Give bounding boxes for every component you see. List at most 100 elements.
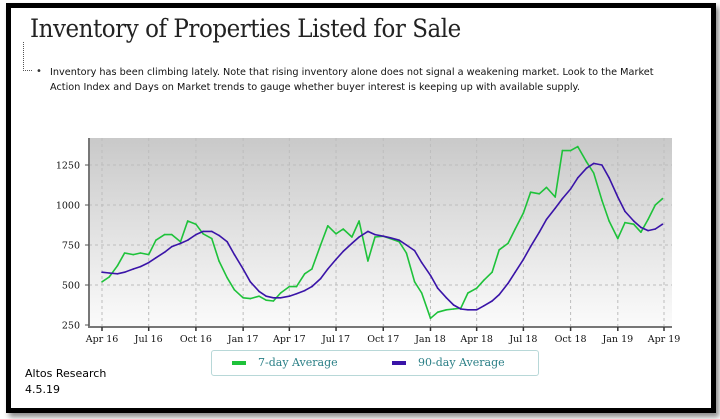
data-point [475, 287, 478, 290]
data-point [258, 295, 260, 298]
data-point [569, 188, 572, 190]
data-point [123, 252, 126, 254]
y-tick-label: 1000 [56, 201, 80, 212]
data-point [358, 236, 360, 238]
data-point [367, 260, 369, 262]
data-point [632, 223, 635, 225]
description-text: Inventory has been climbing lately. Note… [50, 67, 654, 93]
legend-item-90-day[interactable]: 90-day Average [392, 356, 505, 369]
source-name: Altos Research [25, 367, 107, 380]
data-point [163, 233, 166, 236]
data-point [265, 299, 268, 302]
data-point [351, 236, 353, 238]
data-point [211, 230, 213, 233]
data-point [147, 261, 150, 264]
data-point [327, 268, 329, 270]
data-point [661, 197, 664, 200]
bullet-icon: • [36, 66, 42, 77]
data-point [538, 231, 541, 233]
data-point [139, 265, 142, 268]
legend-label: 7-day Average [258, 356, 338, 369]
data-point [233, 289, 236, 291]
x-tick-label: Apr 16 [85, 334, 119, 345]
data-point [522, 258, 525, 261]
data-point [116, 265, 119, 267]
data-point [351, 242, 353, 245]
data-point [617, 237, 619, 240]
data-point [249, 297, 252, 300]
x-tick-label: Jul 18 [508, 334, 537, 345]
x-tick-label: Jan 17 [227, 334, 259, 345]
data-point [319, 277, 322, 280]
data-point [288, 285, 291, 288]
data-point [101, 281, 103, 283]
data-point [491, 300, 493, 302]
x-tick-label: Jan 19 [601, 334, 633, 345]
data-point [211, 237, 213, 240]
data-point [171, 233, 173, 236]
data-point [101, 271, 103, 274]
source-date: 4.5.19 [25, 383, 60, 396]
data-point [429, 317, 432, 320]
data-point [116, 273, 119, 275]
data-point [561, 197, 564, 200]
data-point [569, 149, 572, 152]
data-point [139, 252, 142, 254]
data-point [452, 304, 455, 306]
data-point [585, 167, 588, 169]
data-point [382, 235, 385, 237]
data-point [132, 253, 135, 256]
data-point [258, 290, 260, 293]
data-point [398, 239, 400, 241]
data-point [265, 295, 268, 298]
data-point [608, 177, 610, 179]
data-point [272, 297, 275, 299]
data-point [186, 220, 189, 222]
data-point [654, 204, 657, 206]
data-point [147, 253, 150, 256]
data-point [295, 293, 298, 295]
data-point [413, 281, 416, 283]
legend-swatch-purple [392, 361, 406, 365]
data-point [319, 244, 322, 246]
data-point [436, 311, 439, 314]
data-point [226, 241, 229, 243]
data-point [218, 260, 220, 262]
data-point [389, 237, 392, 239]
data-point [342, 250, 345, 253]
data-point [452, 308, 455, 310]
data-point [311, 285, 313, 288]
legend-item-7-day[interactable]: 7-day Average [232, 356, 338, 369]
data-point [342, 228, 345, 230]
page-title: Inventory of Properties Listed for Sale [30, 14, 461, 43]
legend-swatch-green [232, 361, 246, 365]
data-point [108, 276, 110, 278]
data-point [529, 245, 532, 248]
y-tick-label: 750 [62, 241, 80, 252]
data-point [242, 268, 244, 270]
data-point [522, 212, 525, 214]
data-point [303, 289, 306, 292]
data-point [624, 221, 626, 224]
data-point [186, 239, 189, 241]
x-tick-label: Oct 17 [367, 334, 399, 345]
data-point [155, 257, 157, 259]
data-point [272, 300, 275, 302]
data-point [592, 162, 595, 165]
data-point [288, 295, 291, 298]
data-point [554, 207, 556, 209]
legend: 7-day Average 90-day Average [211, 350, 539, 376]
data-point [624, 210, 626, 213]
data-point [132, 268, 135, 270]
data-point [554, 196, 556, 198]
data-point [420, 261, 423, 264]
data-point [561, 149, 564, 152]
data-point [507, 242, 509, 245]
x-tick-label: Jul 17 [321, 334, 350, 345]
data-point [654, 228, 657, 230]
data-point [429, 274, 432, 277]
x-tick-label: Oct 16 [180, 334, 212, 345]
data-point [445, 309, 448, 311]
data-point [279, 292, 282, 294]
data-point [123, 271, 126, 274]
